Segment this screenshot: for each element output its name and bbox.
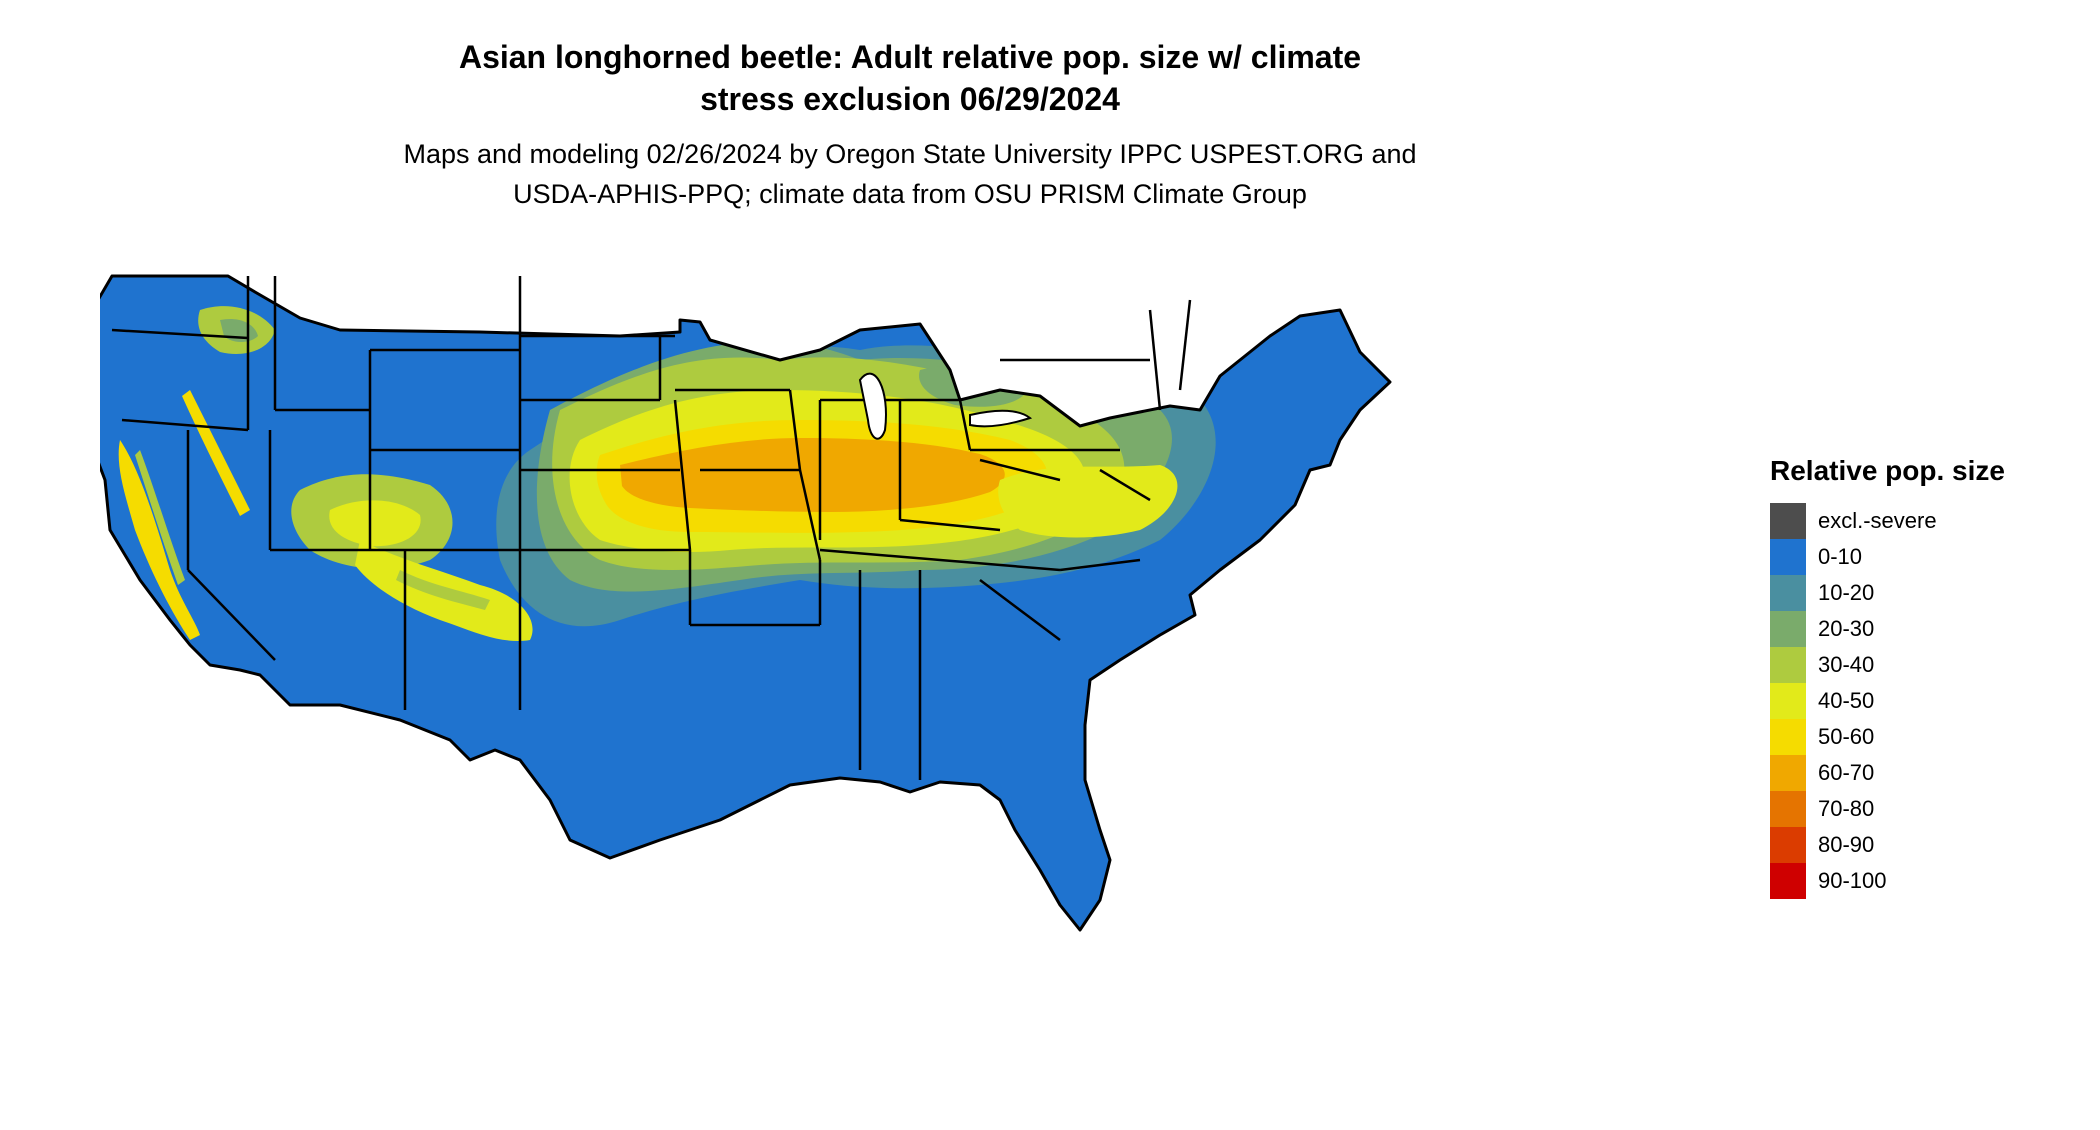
legend-swatch: [1770, 791, 1806, 827]
pop-band: [396, 570, 490, 610]
legend-swatch: [1770, 575, 1806, 611]
state-boundary: [111, 328, 249, 340]
legend-label: 20-30: [1818, 616, 1875, 641]
legend-swatch: [1770, 863, 1806, 899]
subtitle-line-2: USDA-APHIS-PPQ; climate data from OSU PR…: [513, 179, 1307, 209]
legend-swatch: [1770, 827, 1806, 863]
title-line-2: stress exclusion 06/29/2024: [700, 81, 1120, 117]
legend-label: 50-60: [1818, 724, 1875, 749]
legend-item: 70-80: [1770, 791, 2005, 827]
legend-label: excl.-severe: [1818, 508, 1937, 533]
legend-label: 90-100: [1818, 868, 1887, 893]
lake-erie: [969, 409, 1033, 428]
state-boundary: [798, 469, 822, 561]
pop-band: [620, 438, 1005, 512]
map-title: Asian longhorned beetle: Adult relative …: [0, 36, 1820, 120]
state-boundary: [899, 518, 1001, 532]
legend-swatch: [1770, 683, 1806, 719]
legend-item: 80-90: [1770, 827, 2005, 863]
state-borders: [100, 274, 1392, 932]
legend-title: Relative pop. size: [1770, 455, 2005, 486]
legend-item: 10-20: [1770, 575, 2005, 611]
legend-label: 0-10: [1818, 544, 1863, 569]
us-map: [100, 274, 1392, 932]
state-boundary: [1099, 468, 1151, 502]
lake-michigan: [858, 372, 887, 440]
state-boundary: [979, 458, 1061, 482]
legend-item: 40-50: [1770, 683, 2005, 719]
state-boundary: [788, 389, 802, 471]
legend-label: 40-50: [1818, 688, 1875, 713]
legend-label: 80-90: [1818, 832, 1875, 857]
legend: Relative pop. size excl.-severe 0-10 10-20…: [1770, 455, 2005, 899]
state-boundary: [979, 579, 1061, 641]
subtitle-line-1: Maps and modeling 02/26/2024 by Oregon S…: [403, 139, 1417, 169]
us-outline: [100, 274, 1392, 932]
legend-swatch: [1770, 539, 1806, 575]
legend-item: 20-30: [1770, 611, 2005, 647]
legend-swatch: [1770, 755, 1806, 791]
legend-swatch: [1770, 503, 1806, 539]
state-boundary: [1178, 299, 1192, 391]
state-boundary: [121, 418, 249, 432]
legend-items: excl.-severe 0-10 10-20 20-30 30-40 40-50 50-6…: [1770, 503, 2005, 899]
pop-band: [998, 465, 1178, 538]
state-boundary: [1148, 309, 1162, 411]
legend-item: 90-100: [1770, 863, 2005, 899]
state-boundary: [819, 548, 1061, 572]
pop-band: [118, 440, 200, 640]
legend-label: 70-80: [1818, 796, 1875, 821]
legend-swatch: [1770, 719, 1806, 755]
pop-band: [329, 500, 421, 547]
legend-label: 30-40: [1818, 652, 1875, 677]
title-line-1: Asian longhorned beetle: Adult relative …: [458, 39, 1362, 75]
map-subtitle: Maps and modeling 02/26/2024 by Oregon S…: [0, 134, 1820, 214]
legend-label: 60-70: [1818, 760, 1875, 785]
state-boundary: [673, 399, 692, 551]
state-boundary: [958, 399, 972, 451]
state-boundary: [187, 569, 276, 661]
legend-item: 0-10: [1770, 539, 2005, 575]
legend-label: 10-20: [1818, 580, 1875, 605]
legend-item: excl.-severe: [1770, 503, 2005, 539]
legend-item: 30-40: [1770, 647, 2005, 683]
legend-swatch: [1770, 647, 1806, 683]
state-boundary: [1059, 558, 1141, 572]
legend-item: 60-70: [1770, 755, 2005, 791]
pop-band: [135, 450, 185, 585]
legend-item: 50-60: [1770, 719, 2005, 755]
pop-band: [182, 390, 250, 516]
legend-swatch: [1770, 611, 1806, 647]
